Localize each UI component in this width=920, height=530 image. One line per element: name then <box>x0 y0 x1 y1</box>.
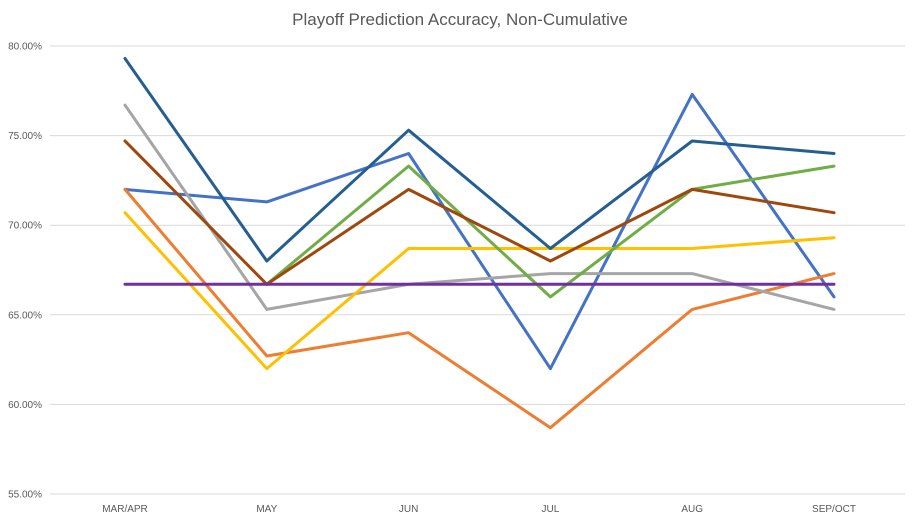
series-line-1 <box>123 92 836 371</box>
y-tick-label: 70.00% <box>8 221 42 232</box>
x-tick-label: JUN <box>399 504 418 515</box>
chart-title: Playoff Prediction Accuracy, Non-Cumulat… <box>292 10 628 29</box>
x-tick-label: AUG <box>681 504 703 515</box>
series-line-2 <box>123 187 836 430</box>
series-line-3 <box>123 103 836 311</box>
y-tick-label: 75.00% <box>8 131 42 142</box>
series-line-6 <box>123 57 836 263</box>
series-line-7 <box>123 139 836 286</box>
x-tick-label: SEP/OCT <box>812 504 856 515</box>
y-tick-label: 60.00% <box>8 400 42 411</box>
series-line-4 <box>123 211 836 371</box>
y-tick-label: 65.00% <box>8 310 42 321</box>
x-tick-label: MAY <box>256 504 277 515</box>
x-tick-label: MAR/APR <box>102 504 148 515</box>
y-tick-label: 55.00% <box>8 490 42 501</box>
x-tick-label: JUL <box>542 504 560 515</box>
series-line-5 <box>265 164 836 299</box>
y-tick-label: 80.00% <box>8 42 42 53</box>
